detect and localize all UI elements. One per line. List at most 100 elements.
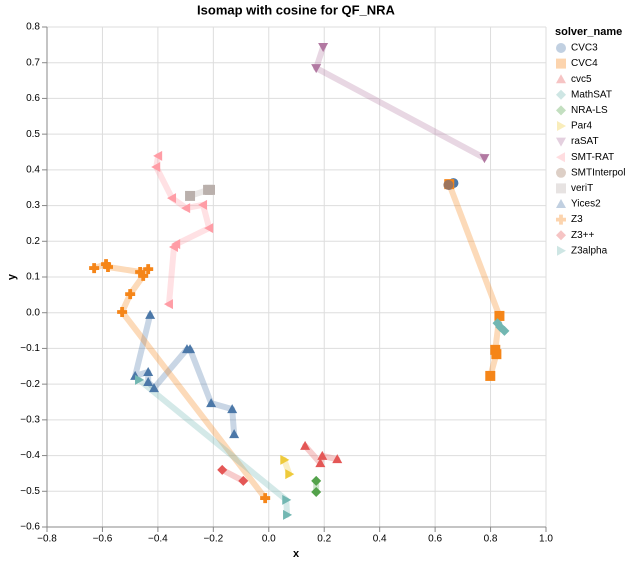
point	[260, 493, 271, 504]
point	[318, 43, 329, 52]
x-tick-label: −0.6	[93, 534, 113, 545]
y-tick-label: −0.5	[20, 486, 40, 497]
x-tick-label: 0.0	[262, 534, 276, 545]
point	[300, 440, 311, 450]
legend-label: MathSAT	[571, 89, 612, 100]
y-tick-label: 0.6	[26, 93, 40, 104]
y-tick-label: −0.4	[20, 450, 40, 461]
point	[143, 264, 154, 275]
y-tick-label: 0.5	[26, 129, 40, 140]
legend-title: solver_name	[555, 26, 622, 38]
trail	[219, 466, 247, 484]
point	[443, 179, 454, 190]
legend-label: SMT-RAT	[571, 152, 614, 163]
point	[135, 374, 145, 385]
point	[163, 299, 173, 310]
trail	[313, 44, 488, 162]
point	[317, 450, 328, 460]
point	[315, 458, 326, 468]
legend-symbol	[556, 167, 566, 178]
y-tick-label: 0.1	[26, 272, 40, 283]
legend-symbol	[557, 121, 566, 131]
point	[198, 199, 208, 210]
legend-symbol	[556, 137, 566, 147]
point	[311, 64, 322, 74]
point	[229, 429, 240, 439]
legend-symbol	[556, 214, 566, 225]
y-tick-label: −0.2	[20, 379, 40, 390]
y-tick-label: 0.7	[26, 57, 40, 68]
point	[491, 349, 502, 360]
y-tick-label: −0.3	[20, 414, 40, 425]
legend-symbol	[556, 183, 566, 194]
point	[125, 289, 136, 300]
y-tick-label: 0.4	[26, 164, 40, 175]
legend-label: NRA-LS	[571, 105, 608, 116]
point	[185, 190, 196, 201]
legend-symbol	[556, 230, 566, 241]
point	[285, 469, 295, 480]
legend-symbol	[556, 89, 566, 100]
legend-label: veriT	[571, 183, 593, 194]
trail	[132, 311, 238, 438]
legend-label: Yices2	[571, 199, 601, 210]
point	[282, 494, 292, 505]
point	[479, 154, 490, 164]
legend-label: Z3alpha	[571, 245, 608, 256]
point	[143, 367, 154, 376]
point	[153, 150, 163, 161]
point	[168, 242, 178, 252]
point	[238, 475, 249, 486]
legend-label: CVC3	[571, 43, 598, 54]
legend-symbol	[557, 245, 566, 256]
point	[494, 310, 505, 321]
point	[311, 487, 322, 497]
x-axis-title: x	[293, 548, 300, 560]
legend-symbol	[556, 58, 566, 69]
point	[185, 344, 196, 354]
point	[499, 325, 510, 336]
x-tick-label: 0.8	[484, 534, 498, 545]
point	[311, 475, 322, 486]
x-tick-label: 1.0	[539, 534, 553, 545]
legend-symbol	[556, 43, 566, 53]
point	[485, 370, 496, 381]
x-tick-label: −0.4	[148, 534, 168, 545]
x-tick-label: 0.2	[317, 534, 331, 545]
chart-title: Isomap with cosine for QF_NRA	[197, 2, 396, 17]
point	[135, 267, 146, 277]
legend-label: cvc5	[571, 74, 592, 85]
legend-symbol	[556, 74, 566, 84]
point	[138, 270, 149, 281]
point	[283, 509, 293, 520]
legend-label: Par4	[571, 121, 593, 132]
point	[89, 263, 100, 274]
trail	[153, 152, 213, 308]
point	[143, 377, 154, 386]
point	[151, 162, 161, 172]
legend-symbol	[556, 105, 566, 116]
point	[204, 223, 214, 234]
y-tick-label: 0.8	[26, 22, 40, 33]
point	[217, 464, 228, 475]
legend-label: CVC4	[571, 58, 598, 69]
legend-label: Z3++	[571, 230, 595, 241]
x-tick-label: 0.4	[373, 534, 387, 545]
point	[332, 454, 343, 464]
legend-symbol	[556, 199, 566, 208]
point	[145, 309, 156, 319]
x-tick-label: 0.6	[428, 534, 442, 545]
x-tick-label: −0.8	[37, 534, 57, 545]
y-tick-label: 0.3	[26, 200, 40, 211]
point	[117, 307, 128, 317]
point	[206, 398, 217, 408]
y-tick-label: −0.1	[20, 343, 40, 354]
y-tick-label: 0.0	[26, 307, 40, 318]
y-tick-label: 0.2	[26, 236, 40, 247]
point	[280, 454, 290, 465]
point	[205, 184, 216, 195]
point	[227, 404, 238, 414]
y-axis-title: y	[6, 273, 18, 280]
